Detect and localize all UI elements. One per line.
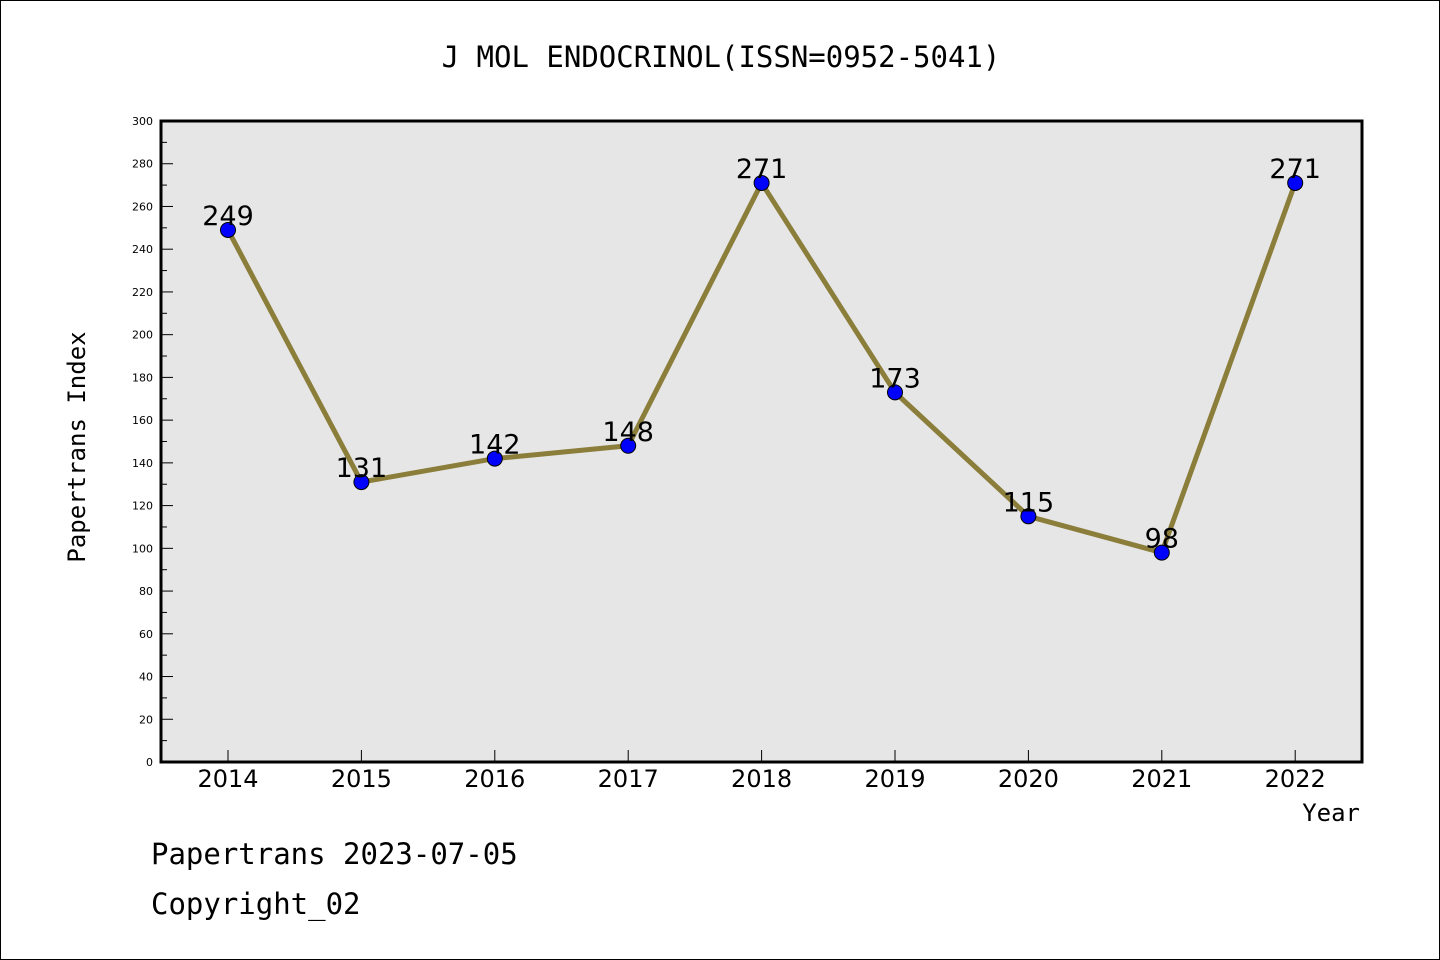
x-axis-title: Year	[1302, 799, 1360, 827]
data-label: 271	[1269, 154, 1321, 185]
data-label: 142	[469, 430, 521, 461]
y-tick-label: 280	[132, 158, 153, 171]
x-tick-label: 2022	[1265, 765, 1326, 793]
data-point	[753, 174, 770, 191]
y-tick-label: 200	[132, 329, 153, 342]
y-tick-label: 300	[132, 115, 153, 128]
y-axis: 0 20 40 60 80 100 120 140 160 180 200 220 240 260 280 3…	[132, 115, 173, 769]
copyright-text: Copyright_02	[151, 887, 361, 921]
x-axis: 2014 2015 2016 2017 2018 2019 2020 2021 2022	[197, 750, 1326, 793]
data-label: 148	[602, 417, 654, 448]
data-label: 98	[1145, 524, 1179, 555]
y-tick-label: 20	[139, 713, 153, 726]
y-tick-label: 100	[132, 542, 153, 555]
chart-title: J MOL ENDOCRINOL(ISSN=0952-5041)	[442, 40, 1001, 74]
data-point	[887, 384, 903, 401]
data-labels: 249 131 142 148 271 173 115 98 271	[202, 154, 1321, 555]
source-date-text: Papertrans 2023-07-05	[151, 837, 518, 871]
data-label: 271	[736, 154, 788, 185]
data-label: 131	[336, 453, 388, 484]
y-tick-label: 140	[132, 457, 153, 470]
x-tick-label: 2019	[864, 765, 925, 793]
y-tick-label: 60	[139, 628, 153, 641]
x-tick-label: 2018	[731, 765, 792, 793]
data-point	[220, 221, 236, 238]
y-tick-label: 40	[139, 671, 153, 684]
x-tick-label: 2021	[1131, 765, 1192, 793]
y-tick-label: 0	[146, 756, 153, 769]
x-tick-label: 2020	[998, 765, 1059, 793]
data-point	[620, 437, 637, 454]
y-tick-label: 260	[132, 200, 153, 213]
x-tick-label: 2017	[598, 765, 659, 793]
y-tick-label: 220	[132, 286, 153, 299]
y-tick-label: 80	[139, 585, 153, 598]
data-point	[1287, 174, 1304, 191]
y-axis-title: Papertrans Index	[63, 331, 91, 562]
data-label: 249	[202, 201, 254, 232]
data-point	[1153, 544, 1170, 561]
y-tick-label: 120	[132, 500, 153, 513]
y-tick-label: 240	[132, 243, 153, 256]
x-tick-label: 2014	[197, 765, 258, 793]
y-tick-label: 160	[132, 414, 153, 427]
data-point	[486, 450, 503, 467]
data-point	[1020, 508, 1037, 525]
data-point	[353, 474, 370, 491]
x-tick-label: 2016	[464, 765, 525, 793]
x-tick-label: 2015	[331, 765, 392, 793]
data-label: 115	[1003, 487, 1055, 518]
data-label: 173	[869, 363, 921, 394]
plot-area	[159, 119, 1364, 764]
data-markers	[220, 174, 1304, 561]
y-tick-label: 180	[132, 371, 153, 384]
